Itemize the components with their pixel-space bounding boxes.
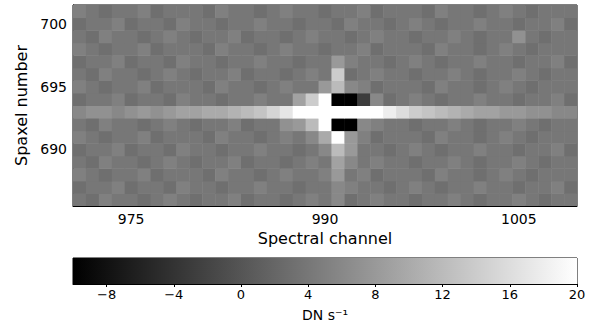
svg-text:0: 0: [237, 287, 245, 302]
svg-text:4: 4: [304, 287, 312, 302]
svg-text:DN s⁻¹: DN s⁻¹: [302, 307, 348, 323]
svg-text:8: 8: [371, 287, 379, 302]
svg-text:16: 16: [502, 287, 519, 302]
svg-text:1005: 1005: [501, 211, 537, 227]
svg-text:990: 990: [312, 211, 339, 227]
svg-text:−8: −8: [97, 287, 116, 302]
svg-text:695: 695: [40, 79, 67, 95]
svg-text:Spaxel number: Spaxel number: [12, 45, 31, 166]
svg-text:20: 20: [569, 287, 586, 302]
svg-text:12: 12: [434, 287, 451, 302]
svg-text:−4: −4: [164, 287, 183, 302]
svg-text:690: 690: [40, 141, 67, 157]
svg-text:975: 975: [118, 211, 145, 227]
svg-text:700: 700: [40, 16, 67, 32]
svg-text:Spectral channel: Spectral channel: [258, 229, 392, 248]
